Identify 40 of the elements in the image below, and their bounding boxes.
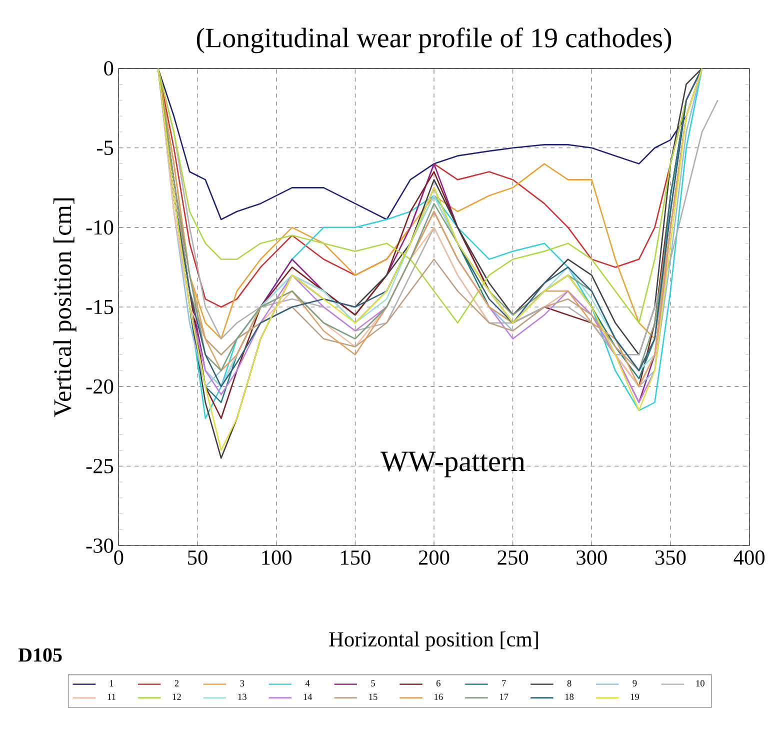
y-tick-label: -5 (96, 140, 114, 155)
x-tick-label: 0 (114, 550, 124, 565)
legend-label: 10 (696, 680, 704, 686)
legend-label: 19 (630, 694, 640, 700)
y-tick-label: -30 (86, 538, 114, 553)
legend-label: 17 (500, 694, 508, 700)
legend-label: 12 (172, 694, 181, 700)
x-tick-label: 300 (576, 550, 607, 565)
x-tick-label: 50 (188, 550, 208, 565)
y-tick-label: 0 (104, 61, 114, 76)
legend-label: 8 (567, 680, 572, 686)
x-axis-title: Horizontal position [cm] (329, 632, 538, 651)
legend-label: 9 (632, 680, 637, 686)
x-tick-label: 100 (262, 550, 292, 565)
y-axis-title: Vertical position [cm] (53, 198, 76, 418)
x-tick-label: 200 (418, 550, 450, 565)
legend-label: 14 (304, 694, 312, 700)
x-tick-label: 400 (734, 550, 765, 565)
legend-label: 1 (110, 680, 114, 686)
legend-label: 5 (371, 680, 375, 686)
chart-title: (Longitudinal wear profile of 19 cathodes) (196, 27, 672, 54)
legend-label: 2 (174, 680, 179, 686)
legend-label: 3 (240, 680, 244, 686)
legend-label: 7 (502, 680, 506, 686)
y-tick-label: -10 (86, 220, 114, 235)
legend-label: 4 (305, 680, 310, 686)
x-tick-label: 150 (341, 550, 370, 565)
legend-label: 11 (108, 694, 116, 700)
legend-label: 15 (369, 694, 378, 700)
y-tick-label: -15 (86, 300, 114, 314)
y-tick-label: -25 (86, 458, 114, 474)
annotation: WW-pattern (380, 452, 525, 478)
legend-label: 13 (238, 694, 246, 700)
y-tick-label: -20 (86, 379, 114, 394)
x-tick-label: 250 (498, 550, 528, 565)
legend-title: D105 (18, 648, 62, 662)
x-tick-label: 350 (656, 550, 686, 565)
legend-label: 16 (434, 694, 443, 700)
legend-label: 6 (436, 680, 440, 686)
legend-label: 18 (565, 694, 574, 700)
